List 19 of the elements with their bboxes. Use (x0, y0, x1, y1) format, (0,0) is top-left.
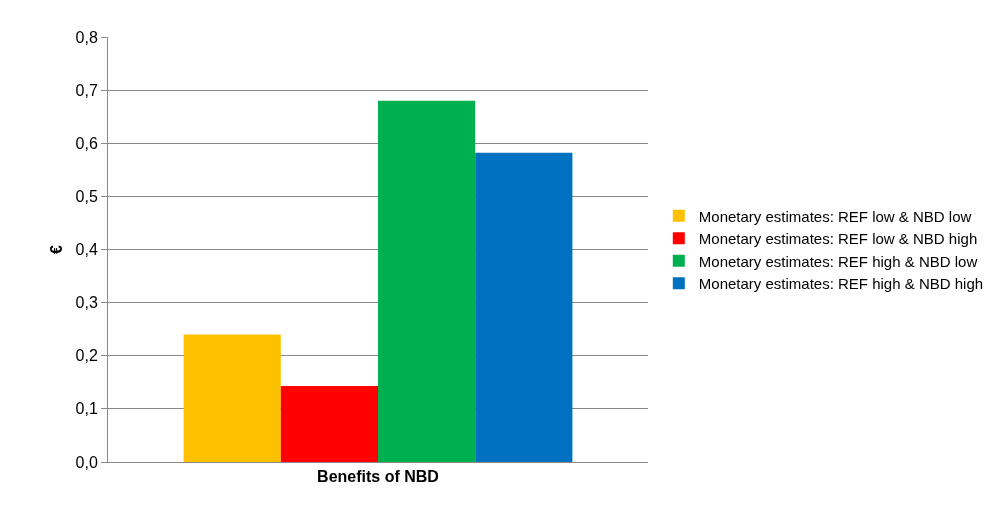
legend-label: Monetary estimates: REF high & NBD low (698, 252, 978, 270)
legend-label: Monetary estimates: REF low & NBD high (698, 230, 978, 248)
y-tick-label: 0,0 (75, 453, 98, 471)
x-tick-label: Benefits of NBD (317, 468, 439, 486)
legend-label: Monetary estimates: REF high & NBD high (698, 275, 984, 293)
y-tick-label: 0,2 (75, 347, 98, 365)
y-tick-label: 0,5 (75, 187, 98, 205)
bar (475, 152, 573, 462)
y-tick-label: 0,1 (75, 400, 98, 418)
legend-label: Monetary estimates: REF low & NBD low (698, 207, 972, 225)
bar (183, 334, 281, 462)
y-tick-label: 0,6 (75, 134, 98, 152)
y-tick-label: 0,3 (75, 294, 98, 312)
y-axis-title: € (48, 244, 66, 254)
y-tick-label: 0,8 (75, 28, 98, 46)
y-tick-label: 0,7 (75, 81, 98, 99)
y-tick-label: 0,4 (75, 241, 98, 259)
bar (280, 386, 378, 462)
bar (378, 100, 476, 462)
